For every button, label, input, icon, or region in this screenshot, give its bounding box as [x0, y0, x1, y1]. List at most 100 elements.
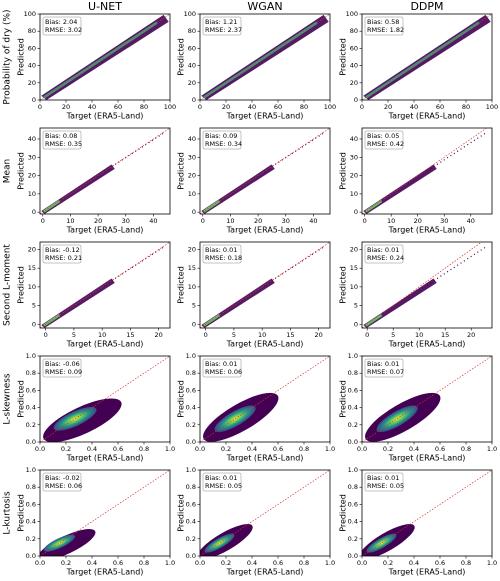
y-tick-label: 0.4: [26, 404, 36, 412]
identity-line: [200, 14, 330, 100]
identity-line: [200, 242, 330, 328]
x-axis-label: Target (ERA5-Land): [388, 568, 466, 577]
y-tick-label: 80: [350, 27, 358, 35]
x-axis-label: Target (ERA5-Land): [66, 226, 144, 235]
y-tick-label: 10: [28, 283, 36, 291]
y-tick-label: 40: [350, 62, 358, 70]
x-tick-label: 0.2: [61, 445, 71, 453]
annotation-box: [42, 472, 82, 492]
axes-frame: [199, 355, 331, 443]
annotation: Bias: 0.01: [367, 474, 399, 482]
y-tick-label: 1.0: [26, 352, 36, 360]
x-axis-label: Target (ERA5-Land): [226, 226, 304, 235]
x-tick-label: 0: [365, 331, 369, 339]
y-tick-label: 20: [188, 245, 196, 253]
x-tick-label: 0.2: [383, 559, 393, 567]
x-tick-label: 0.8: [139, 445, 149, 453]
annotation: RMSE: 0.06: [205, 368, 242, 376]
column-title: DDPM: [410, 0, 443, 13]
x-tick-label: 100: [486, 103, 498, 111]
plot-area: [40, 128, 170, 214]
y-tick-label: 0.4: [348, 404, 358, 412]
y-tick-label: 10: [350, 190, 358, 198]
x-tick-label: 15: [441, 331, 449, 339]
x-tick-label: 0: [38, 103, 42, 111]
y-tick-label: 10: [188, 283, 196, 291]
x-tick-label: 40: [149, 217, 157, 225]
x-tick-label: 60: [274, 103, 282, 111]
y-tick-label: 0.8: [348, 369, 358, 377]
y-tick-label: 20: [28, 172, 36, 180]
y-tick-label: 0.0: [26, 438, 36, 446]
y-tick-label: 1.0: [186, 466, 196, 474]
x-tick-label: 0.0: [357, 445, 367, 453]
y-tick-label: 10: [350, 283, 358, 291]
annotation: Bias: 0.01: [205, 246, 237, 254]
axes-frame: [199, 127, 331, 215]
y-tick-label: 40: [188, 62, 196, 70]
y-tick-label: 0: [32, 320, 36, 328]
x-tick-label: 0.2: [61, 559, 71, 567]
y-tick-label: 0: [32, 96, 36, 104]
axes-frame: [199, 241, 331, 329]
identity-line: [200, 470, 330, 556]
x-tick-label: 1.0: [487, 559, 497, 567]
y-tick-label: 5: [192, 302, 196, 310]
identity-line: [362, 356, 492, 442]
y-tick-label: 0.8: [348, 483, 358, 491]
y-tick-label: 0.0: [186, 552, 196, 560]
x-tick-label: 1.0: [325, 445, 335, 453]
x-tick-label: 5: [72, 331, 76, 339]
y-tick-label: 60: [28, 44, 36, 52]
x-tick-label: 10: [226, 217, 234, 225]
axes-frame: [361, 241, 493, 329]
annotation: Bias: 0.01: [205, 360, 237, 368]
annotation: RMSE: 1.82: [367, 26, 404, 34]
x-tick-label: 1.0: [325, 559, 335, 567]
y-tick-label: 0.2: [26, 421, 36, 429]
identity-line: [362, 242, 482, 328]
y-tick-label: 0.8: [186, 483, 196, 491]
identity-line: [40, 242, 170, 328]
annotation: RMSE: 0.42: [367, 140, 404, 148]
row-label: L-skewness: [3, 373, 13, 425]
x-tick-label: 0.4: [409, 445, 419, 453]
x-tick-label: 80: [140, 103, 148, 111]
y-tick-label: 30: [28, 153, 36, 161]
x-tick-label: 0.8: [299, 559, 309, 567]
annotation: Bias: 1.21: [205, 18, 237, 26]
x-tick-label: 0.0: [35, 445, 45, 453]
x-tick-label: 40: [248, 103, 256, 111]
y-axis-label: Predicted: [177, 266, 186, 304]
annotation: RMSE: 0.24: [367, 254, 404, 262]
x-tick-label: 0: [363, 217, 367, 225]
density-core: [204, 533, 235, 553]
x-axis-label: Target (ERA5-Land): [388, 226, 466, 235]
x-tick-label: 30: [440, 217, 448, 225]
y-tick-label: 0: [354, 208, 358, 216]
x-tick-label: 0: [198, 103, 202, 111]
x-tick-label: 20: [62, 103, 70, 111]
axes-frame: [199, 13, 331, 101]
annotation: RMSE: 3.02: [45, 26, 82, 34]
y-axis-label: Predicted: [339, 494, 348, 532]
x-tick-label: 15: [126, 331, 134, 339]
density-core: [203, 314, 221, 327]
x-tick-label: 100: [164, 103, 176, 111]
y-tick-label: 1.0: [348, 466, 358, 474]
y-axis-label: Predicted: [177, 494, 186, 532]
x-tick-label: 0.0: [35, 559, 45, 567]
y-tick-label: 0.0: [186, 438, 196, 446]
plot-area: [200, 14, 330, 100]
annotation: Bias: 0.01: [367, 246, 399, 254]
y-axis-label: Predicted: [17, 38, 26, 76]
annotation: RMSE: 0.35: [45, 140, 82, 148]
annotation: RMSE: 0.21: [45, 254, 82, 262]
x-tick-label: 0: [44, 331, 48, 339]
y-tick-label: 40: [28, 135, 36, 143]
y-tick-label: 0: [354, 320, 358, 328]
density-tail: [426, 246, 486, 286]
x-tick-label: 10: [387, 217, 395, 225]
x-tick-label: 0.6: [273, 559, 283, 567]
annotation: RMSE: 0.05: [367, 482, 404, 490]
